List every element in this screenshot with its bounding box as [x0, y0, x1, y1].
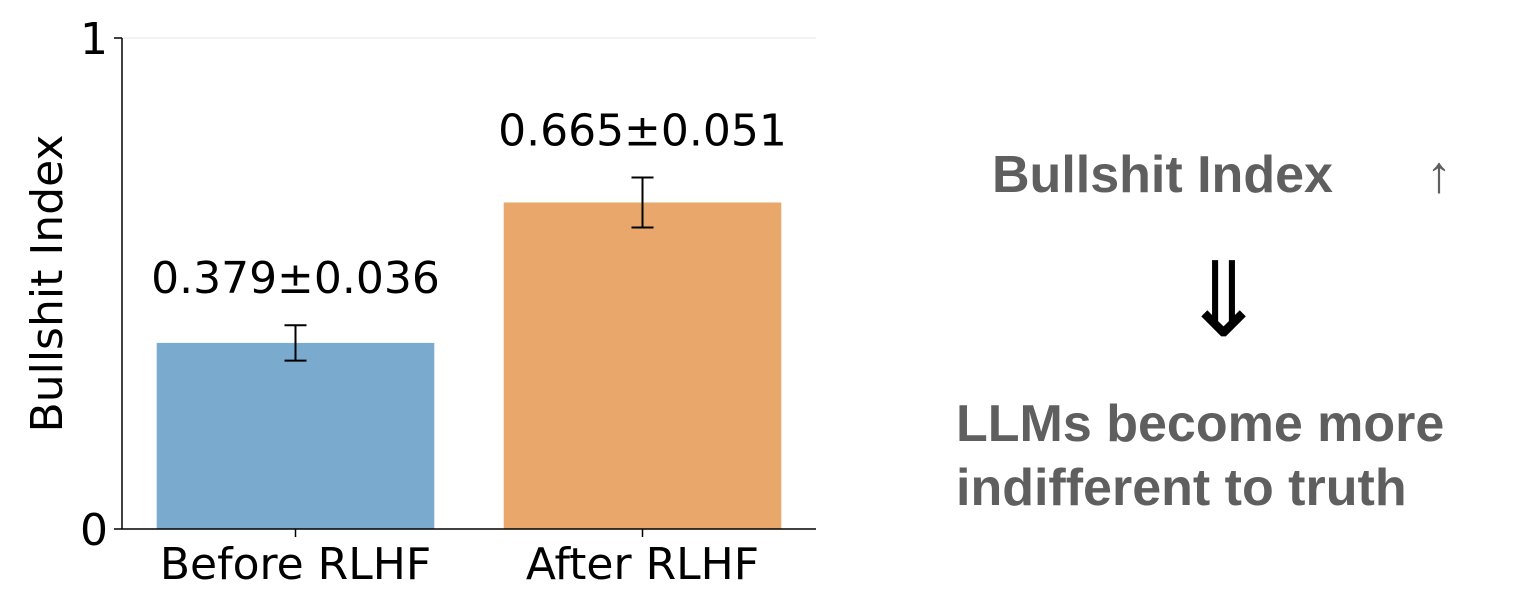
bar-0	[156, 342, 435, 529]
annotation-headline: Bullshit Index	[992, 146, 1333, 204]
value-label-1: 0.665±0.051	[498, 105, 787, 156]
implies-arrow-icon: ⇓	[1180, 239, 1268, 361]
bar-1	[503, 202, 782, 530]
x-tick-label-0: Before RLHF	[160, 539, 431, 590]
y-tick-label-1: 1	[80, 14, 108, 65]
bar-chart: 0.379±0.036 Before RLHF 0.665±0.051 After R…	[22, 14, 816, 590]
up-arrow-icon: ↑	[1426, 146, 1452, 204]
x-tick-label-1: After RLHF	[526, 539, 759, 590]
y-axis-label: Bullshit Index	[22, 135, 73, 433]
value-label-0: 0.379±0.036	[151, 253, 440, 304]
annotation-conclusion: LLMs become more indifferent to truth	[956, 392, 1444, 520]
annotation-conclusion-line2: indifferent to truth	[956, 459, 1407, 517]
y-tick-label-0: 0	[80, 505, 108, 556]
annotation-conclusion-line1: LLMs become more	[956, 395, 1445, 453]
